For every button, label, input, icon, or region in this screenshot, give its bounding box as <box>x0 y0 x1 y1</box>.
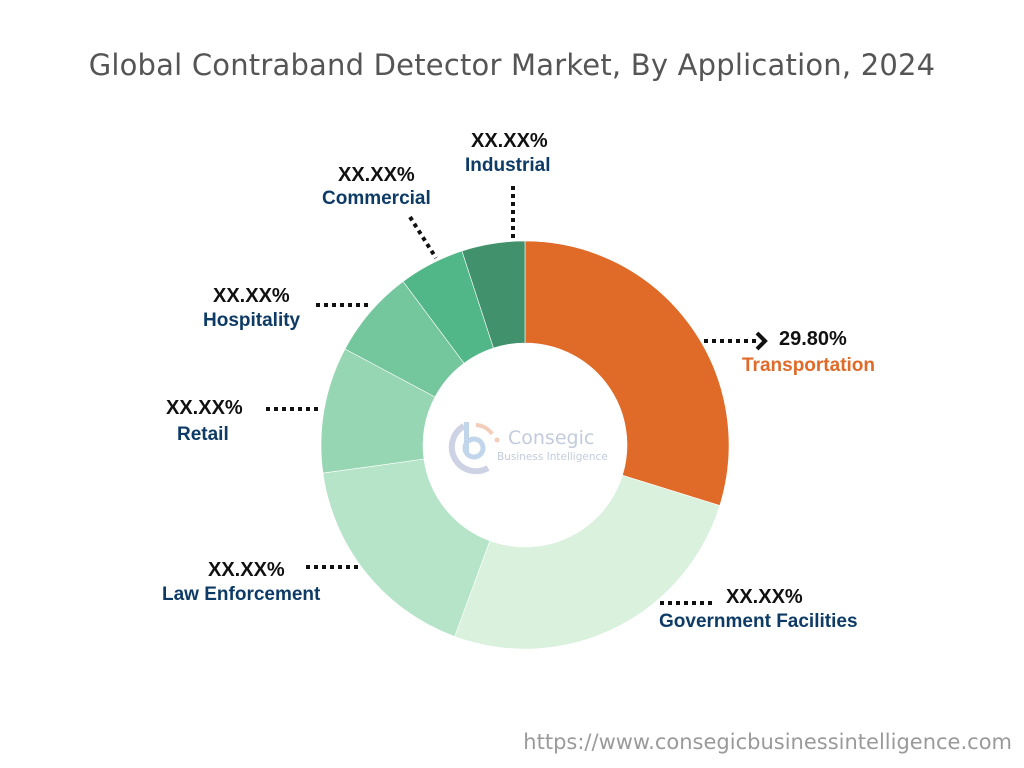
chart-title: Global Contraband Detector Market, By Ap… <box>88 48 936 82</box>
value-retail: XX.XX% <box>166 397 243 419</box>
label-industrial-name: Industrial <box>465 155 551 177</box>
label-commercial-name: Commercial <box>322 188 431 210</box>
category-retail: Retail <box>177 424 229 445</box>
leader-lines <box>266 186 760 605</box>
category-transportation: Transportation <box>742 355 876 376</box>
value-commercial: XX.XX% <box>338 164 415 186</box>
consegic-logo: Consegic Business Intelligence <box>448 422 608 475</box>
slice-transportation <box>524 240 730 506</box>
value-transportation: 29.80% <box>779 328 847 350</box>
value-government-facilities: XX.XX% <box>726 586 803 608</box>
value-hospitality: XX.XX% <box>213 285 290 307</box>
slice-government-facilities <box>454 474 721 650</box>
logo-brand: Consegic <box>508 427 594 449</box>
label-transportation: 29.80% <box>779 328 847 351</box>
label-law-enforcement: XX.XX% <box>208 559 285 582</box>
category-industrial: Industrial <box>465 155 551 176</box>
label-government-facilities: XX.XX% <box>726 586 803 609</box>
donut-slices <box>320 240 730 650</box>
category-government-facilities: Government Facilities <box>659 611 858 632</box>
label-hospitality-name: Hospitality <box>203 310 300 332</box>
value-industrial: XX.XX% <box>471 130 548 152</box>
logo-sub: Business Intelligence <box>497 451 608 463</box>
category-commercial: Commercial <box>322 188 431 209</box>
slice-industrial <box>461 240 526 349</box>
label-industrial: XX.XX% <box>471 130 548 153</box>
source-url: https://www.consegicbusinessintelligence… <box>523 730 1012 754</box>
label-hospitality: XX.XX% <box>213 285 290 308</box>
arrowhead-icon <box>755 331 768 351</box>
label-transportation-name: Transportation <box>742 355 875 377</box>
label-law-enforcement-name: Law Enforcement <box>162 584 320 606</box>
label-retail-name: Retail <box>177 424 229 446</box>
logo-arc-icon <box>448 423 490 475</box>
value-law-enforcement: XX.XX% <box>208 559 285 581</box>
category-law-enforcement: Law Enforcement <box>162 584 321 605</box>
label-government-facilities-name: Government Facilities <box>659 611 858 633</box>
slice-law-enforcement <box>322 458 491 637</box>
label-retail: XX.XX% <box>166 397 243 420</box>
leader-line-commercial <box>408 215 438 260</box>
category-hospitality: Hospitality <box>203 310 301 331</box>
label-commercial: XX.XX% <box>338 164 415 187</box>
